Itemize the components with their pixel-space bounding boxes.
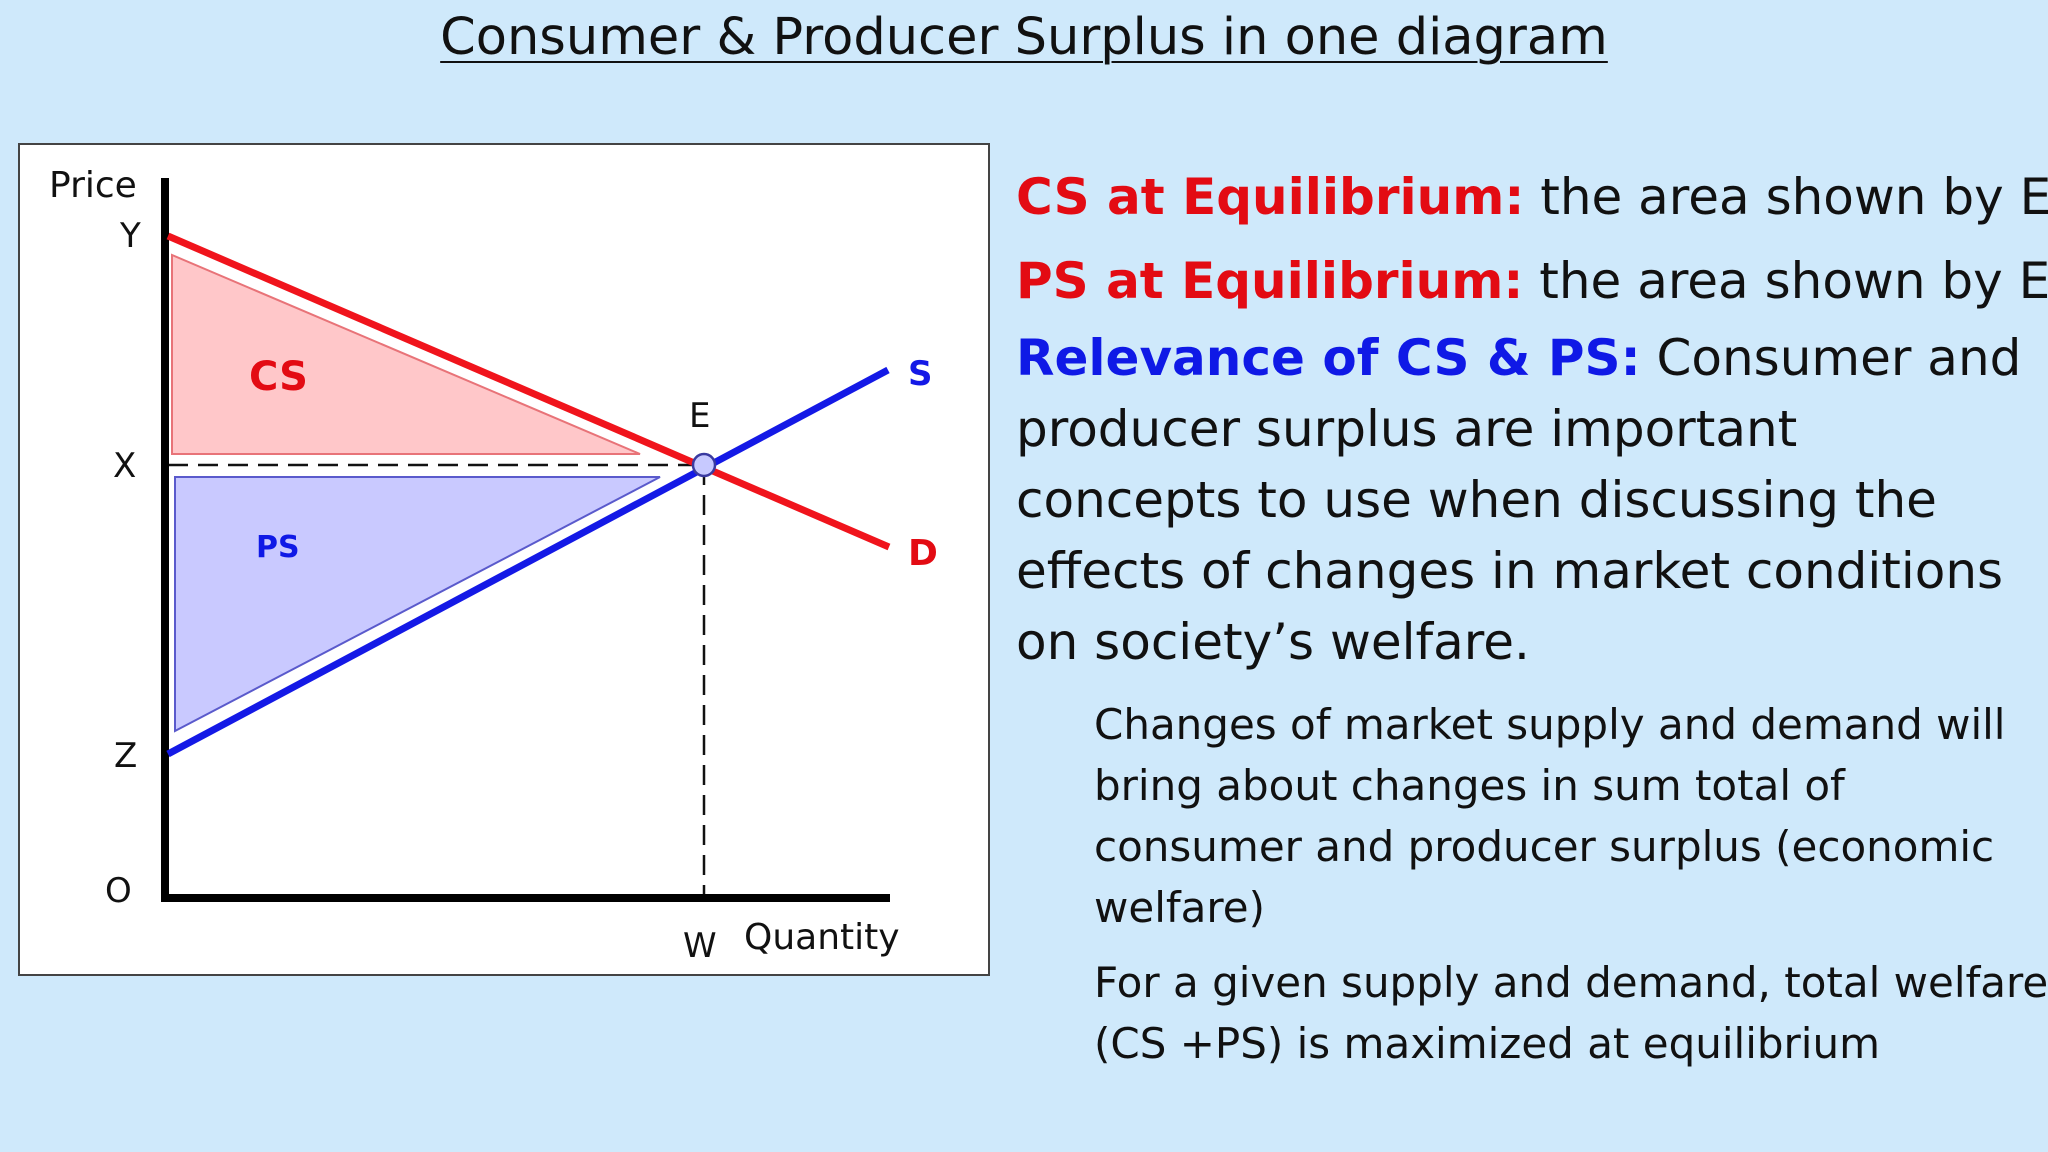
ps-definition: PS at Equilibrium: the area shown by EXZ <box>1016 239 2048 323</box>
cs-definition-label: CS at Equilibrium: <box>1016 168 1525 226</box>
relevance-label: Relevance of CS & PS: <box>1016 329 1641 387</box>
cs-area <box>171 253 641 455</box>
cs-definition-text: the area shown by EXY <box>1540 168 2048 226</box>
cs-label: CS <box>249 354 308 400</box>
supply-line <box>166 366 890 758</box>
page-title: Consumer & Producer Surplus in one diagr… <box>440 8 1608 67</box>
cs-definition: CS at Equilibrium: the area shown by EXY <box>1016 155 2048 239</box>
demand-line <box>166 232 891 551</box>
y-axis-label: Price <box>49 165 137 206</box>
label-e: E <box>689 396 710 436</box>
label-w: W <box>683 926 717 966</box>
demand-label: D <box>908 533 938 574</box>
supply-label: S <box>908 354 933 394</box>
equilibrium-point <box>691 452 717 478</box>
surplus-diagram: Price Y X Z O E W Quantity S D CS PS <box>18 143 990 976</box>
ps-definition-label: PS at Equilibrium: <box>1016 252 1524 310</box>
label-z: Z <box>114 736 137 776</box>
x-axis-label: Quantity <box>744 917 900 958</box>
label-o: O <box>105 871 132 911</box>
relevance-text: Consumer and producer surplus are import… <box>1016 329 2022 671</box>
ps-area <box>174 476 661 733</box>
relevance-paragraph: Relevance of CS & PS: Consumer and produ… <box>1016 323 2036 678</box>
bullet-supply-demand-change: Changes of market supply and demand will… <box>1094 700 2006 932</box>
diagram-svg: Price Y X Z O E W Quantity S D CS PS <box>49 165 938 966</box>
label-y: Y <box>119 216 141 256</box>
ps-label: PS <box>256 530 300 565</box>
label-x: X <box>113 446 136 486</box>
explanation-panel: CS at Equilibrium: the area shown by EXY… <box>1016 155 2048 1074</box>
bullet-maximized-welfare: For a given supply and demand, total wel… <box>1094 958 2048 1068</box>
ps-definition-text: the area shown by EXZ <box>1539 252 2048 310</box>
